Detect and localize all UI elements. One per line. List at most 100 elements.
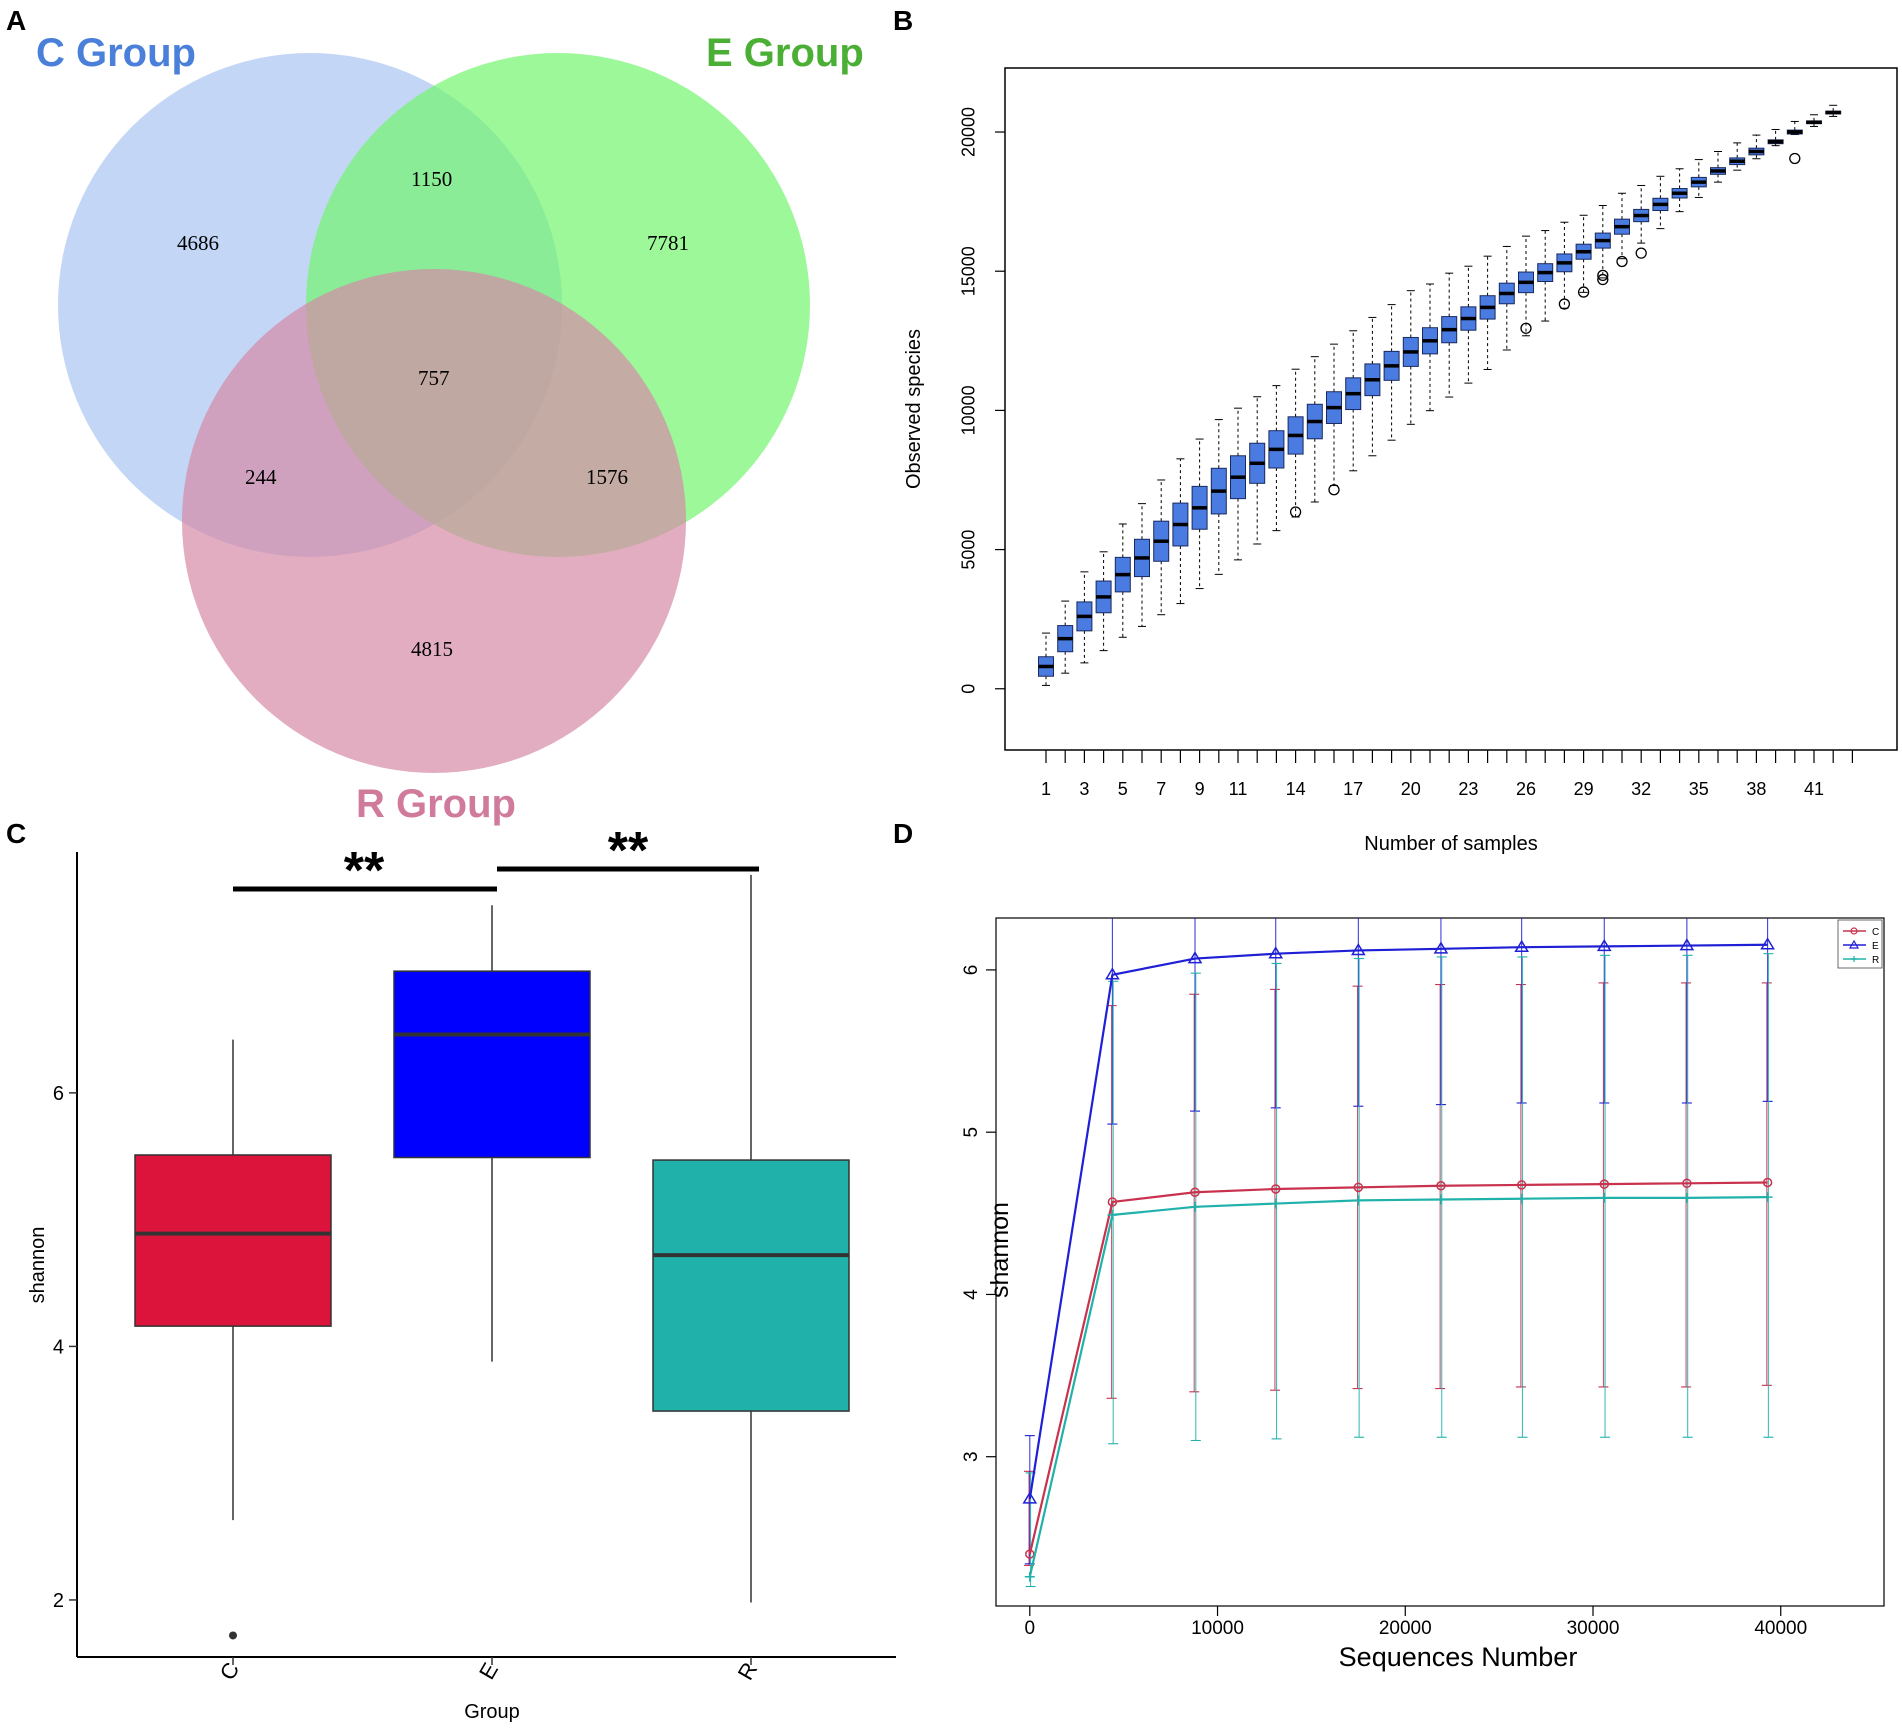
significance-stars-c-e: **: [344, 842, 385, 900]
x-tick-label-b: 3: [1079, 779, 1089, 799]
x-tick-label-b: 26: [1516, 779, 1536, 799]
outlier-point: [1616, 255, 1628, 268]
box-group-r: [652, 1159, 850, 1412]
x-tick-label-b: 29: [1574, 779, 1594, 799]
data-point-r: [1353, 1195, 1364, 1206]
y-tick-label-c: 2: [53, 1590, 64, 1612]
panel-label-b: B: [893, 5, 913, 36]
venn-circle-r: [182, 269, 686, 773]
x-tick-label-b: 14: [1286, 779, 1306, 799]
x-tick-label-b: 38: [1746, 779, 1766, 799]
x-tick-label-d: 10000: [1191, 1618, 1244, 1639]
y-tick-label-d: 3: [961, 1451, 982, 1462]
x-tick-label-b: 23: [1458, 779, 1478, 799]
x-tick-label-b: 7: [1156, 779, 1166, 799]
data-point-r: [1270, 1198, 1281, 1209]
outlier-point: [1520, 322, 1532, 334]
y-axis-label-c: shannon: [27, 1227, 49, 1304]
data-point-c: [1270, 1184, 1281, 1194]
data-point-r: [1107, 1209, 1118, 1220]
venn-count-e-r: 1576: [586, 465, 628, 489]
outlier-point: [1635, 247, 1647, 259]
y-tick-label-c: 6: [53, 1083, 64, 1105]
x-tick-label-b: 11: [1229, 779, 1248, 799]
series-line-e: [1028, 943, 1768, 1500]
data-point-c: [1762, 1177, 1773, 1188]
x-tick-label-b: 17: [1343, 779, 1363, 799]
outlier-point: [1597, 273, 1609, 286]
y-tick-label-c: 4: [53, 1336, 64, 1358]
y-tick-label-d: 5: [961, 1127, 982, 1138]
outlier-point: [1597, 269, 1609, 282]
x-tick-label-c: C: [215, 1658, 245, 1684]
legend-marker-c: [1850, 927, 1858, 935]
x-tick-label-d: 20000: [1379, 1618, 1432, 1639]
x-tick-label-b: 41: [1804, 779, 1824, 799]
x-tick-label-b: 32: [1631, 779, 1651, 799]
x-tick-label-c: E: [474, 1658, 503, 1683]
series-line-r: [1028, 1195, 1768, 1578]
data-point-c: [1516, 1180, 1527, 1190]
legend-label-r: R: [1872, 955, 1879, 966]
legend-label-e: E: [1872, 941, 1879, 952]
x-tick-label-c: R: [733, 1658, 763, 1684]
venn-title-e: E Group: [706, 31, 864, 75]
x-axis-label-d: Sequences Number: [1339, 1642, 1578, 1672]
x-axis-label-c: Group: [464, 1701, 520, 1723]
data-point-e: [1433, 941, 1449, 954]
box-group-c: [134, 1154, 332, 1327]
data-point-e: [1760, 937, 1775, 950]
data-point-r: [1435, 1194, 1446, 1205]
data-point-c: [1107, 1197, 1118, 1207]
data-point-r: [1762, 1192, 1773, 1203]
y-tick-label-b: 5000: [959, 530, 979, 570]
y-tick-label-d: 4: [961, 1289, 982, 1300]
data-point-e: [1187, 951, 1203, 964]
outlier-point: [1289, 506, 1302, 518]
outlier-point: [1558, 298, 1571, 310]
data-point-e: [1679, 938, 1695, 951]
x-tick-label-b: 1: [1041, 779, 1051, 799]
venn-count-c-e: 1150: [411, 167, 452, 191]
venn-count-r-only: 4815: [411, 637, 453, 661]
venn-count-c-only: 4686: [177, 231, 219, 255]
x-tick-label-b: 35: [1689, 779, 1709, 799]
data-point-e: [1268, 946, 1284, 959]
plot-frame-b: [1004, 67, 1898, 751]
y-tick-label-b: 10000: [959, 385, 979, 435]
data-point-c: [1682, 1178, 1692, 1189]
venn-title-r: R Group: [356, 782, 516, 826]
venn-count-c-r: 244: [245, 465, 277, 489]
data-point-c: [1190, 1187, 1200, 1197]
panel-label-d: D: [893, 818, 913, 849]
outlier-point: [1577, 286, 1590, 298]
axes-d: 0 10000 20000 30000 40000 3 4 5 6: [961, 965, 1807, 1639]
x-axis-label-b: Number of samples: [1364, 833, 1537, 855]
outlier-point: [229, 1631, 237, 1640]
data-point-r: [1681, 1192, 1692, 1203]
data-point-e: [1105, 967, 1120, 980]
data-point-e: [1514, 939, 1529, 952]
venn-diagram: C Group E Group R Group 4686 1150 7781 7…: [36, 31, 864, 826]
y-tick-label-b: 15000: [959, 246, 979, 296]
x-tick-label-b: 20: [1401, 779, 1421, 799]
legend-marker-r: [1851, 956, 1857, 962]
data-point-c: [1353, 1182, 1364, 1193]
y-axis-label-d: shannon: [986, 1202, 1014, 1298]
box-group-e: [393, 970, 591, 1159]
legend-label-c: C: [1872, 927, 1879, 938]
y-tick-label-d: 6: [961, 965, 982, 976]
x-tick-label-d: 30000: [1567, 1618, 1620, 1639]
y-axis-label-b: Observed species: [903, 329, 925, 489]
panel-label-c: C: [6, 818, 26, 849]
series-line-c: [1028, 1181, 1768, 1555]
venn-title-c: C Group: [36, 31, 196, 75]
data-point-r: [1024, 1571, 1035, 1582]
panel-label-a: A: [6, 5, 26, 36]
plot-frame-d: [995, 917, 1885, 1607]
data-point-e: [1351, 942, 1366, 956]
x-tick-label-b: 9: [1195, 779, 1205, 799]
